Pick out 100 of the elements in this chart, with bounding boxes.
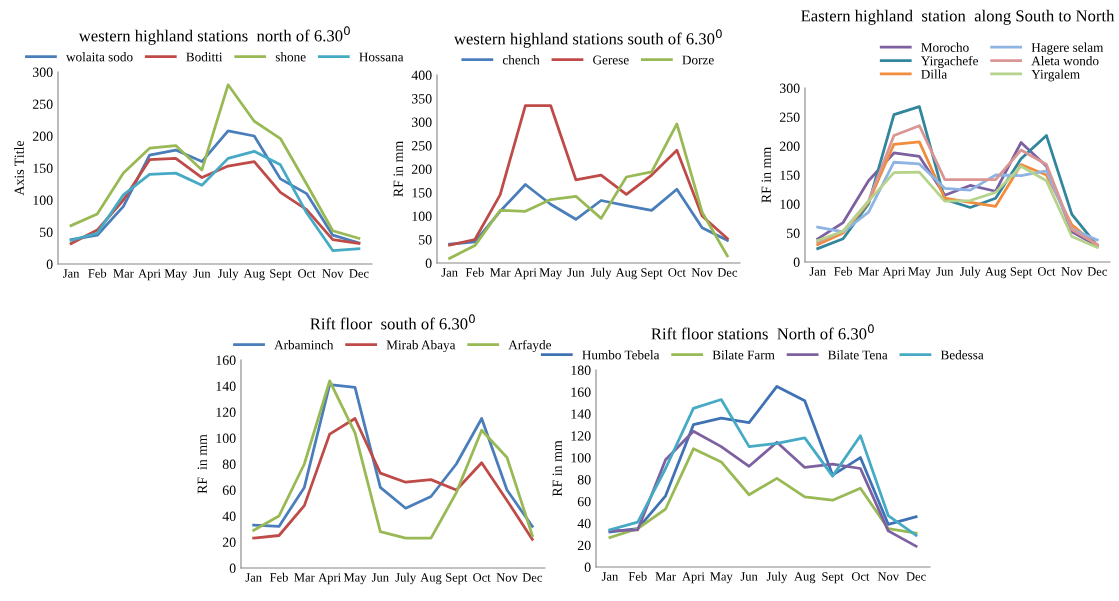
x-tick-label: Dec [522, 573, 543, 582]
x-tick-label: Aug [794, 572, 816, 584]
x-tick-label: Jan [441, 268, 458, 277]
y-tick-label: 300 [779, 83, 800, 93]
x-tick-label: Feb [465, 267, 484, 277]
legend-label: Yirgalem [1031, 69, 1080, 82]
x-tick-label: Dec [349, 269, 369, 278]
x-tick-label: Sept [270, 269, 292, 281]
x-tick-label: Sept [822, 572, 844, 584]
y-tick-label: 80 [222, 459, 236, 469]
chart-title: Rift floor south of 6.30$^{0}$ [310, 314, 475, 330]
x-tick-label: Mar [113, 269, 134, 278]
x-tick-label: Feb [88, 268, 107, 278]
x-tick-label: Jan [245, 573, 262, 582]
y-tick-label: 50 [419, 235, 432, 245]
y-tick-label: 0 [229, 563, 236, 573]
y-tick-label: 0 [584, 562, 591, 572]
x-tick-label: Aug [243, 269, 265, 281]
legend-label: Bilate Farm [712, 350, 775, 360]
x-tick-label: Dec [717, 268, 738, 277]
legend-label: Dorze [682, 55, 714, 65]
x-tick-label: May [343, 573, 367, 585]
y-tick-label: 160 [571, 387, 591, 397]
line-series [252, 417, 534, 541]
y-tick-label: 100 [412, 211, 432, 221]
x-tick-label: Dec [1087, 267, 1107, 276]
legend-label: Boditti [186, 52, 223, 62]
y-tick-label: 40 [222, 511, 236, 521]
y-axis-title: RF in mm [197, 434, 207, 494]
legend-label: Arbaminch [274, 340, 334, 350]
x-tick-label: Nov [496, 573, 518, 582]
y-tick-label: 200 [411, 164, 432, 174]
y-axis-title: RF in mm [761, 147, 771, 203]
legend-label: Bedessa [940, 350, 984, 360]
x-tick-label: Apri [882, 267, 906, 279]
y-tick-label: 250 [411, 141, 432, 151]
y-tick-label: 100 [216, 433, 236, 443]
y-tick-label: 60 [222, 485, 236, 495]
x-tick-label: Dec [906, 572, 926, 581]
x-tick-label: July [766, 571, 788, 584]
y-tick-label: 100 [33, 195, 53, 205]
x-tick-label: Feb [269, 572, 288, 582]
x-tick-label: Oct [1037, 267, 1056, 276]
x-tick-label: May [539, 268, 563, 280]
chart-title: western highland stations north of 6.30$^{0}$ [78, 26, 350, 45]
y-tick-label: 350 [411, 94, 432, 104]
legend-label: Humbo Tebela [582, 350, 660, 360]
y-tick-label: 100 [780, 199, 800, 209]
x-tick-label: Mar [294, 573, 315, 582]
x-tick-label: Oct [668, 268, 686, 277]
y-tick-label: 40 [577, 518, 591, 529]
x-tick-label: July [590, 267, 612, 280]
y-tick-label: 100 [571, 453, 591, 463]
x-tick-label: Aug [420, 573, 442, 585]
y-tick-label: 120 [571, 431, 591, 441]
y-tick-label: 200 [779, 141, 800, 151]
y-tick-label: 50 [787, 228, 800, 238]
x-tick-label: Aug [984, 267, 1007, 279]
legend-label: Arfayde [508, 339, 552, 353]
line-series [608, 447, 918, 539]
x-tick-label: Jun [371, 573, 389, 582]
y-tick-label: 0 [425, 258, 432, 268]
x-tick-label: Mar [655, 572, 676, 581]
x-tick-label: Jan [63, 269, 80, 278]
x-tick-label: Oct [473, 573, 491, 582]
y-tick-label: 20 [222, 537, 236, 547]
y-axis-title: RF in mm [552, 440, 562, 497]
legend-label: chench [502, 55, 540, 65]
y-tick-label: 120 [216, 407, 236, 417]
x-tick-label: Sept [641, 268, 663, 280]
y-tick-label: 60 [577, 496, 591, 507]
y-tick-label: 180 [571, 365, 591, 375]
x-tick-label: Mar [490, 268, 511, 277]
legend-label: Dilla [921, 69, 948, 79]
x-tick-label: Nov [691, 268, 713, 277]
legend-label: Hossana [359, 52, 404, 62]
legend-label: Morocho [921, 42, 969, 52]
legend-label: Hagere selam [1031, 42, 1104, 55]
x-tick-label: Mar [858, 267, 879, 276]
y-tick-label: 150 [412, 188, 432, 198]
x-tick-label: Apri [514, 268, 537, 280]
x-tick-label: Apri [682, 572, 705, 584]
x-tick-label: Aug [615, 268, 637, 280]
x-tick-label: May [710, 572, 733, 584]
x-tick-label: Sept [1010, 267, 1033, 279]
y-tick-label: 160 [216, 355, 236, 365]
x-tick-label: Nov [877, 572, 900, 581]
x-tick-label: Jun [193, 269, 211, 278]
y-axis-title: Axis Title [14, 140, 24, 196]
y-axis-title: RF in mm [393, 141, 403, 197]
legend-label: Aleta wondo [1031, 56, 1099, 66]
x-tick-label: Jun [936, 267, 954, 276]
x-tick-label: Oct [298, 269, 316, 278]
y-tick-label: 300 [411, 117, 432, 127]
x-tick-label: July [217, 268, 239, 281]
y-tick-label: 0 [46, 259, 53, 269]
y-tick-label: 140 [571, 409, 591, 419]
y-tick-label: 50 [40, 227, 53, 237]
y-tick-label: 140 [216, 381, 236, 391]
line-series [448, 122, 729, 260]
